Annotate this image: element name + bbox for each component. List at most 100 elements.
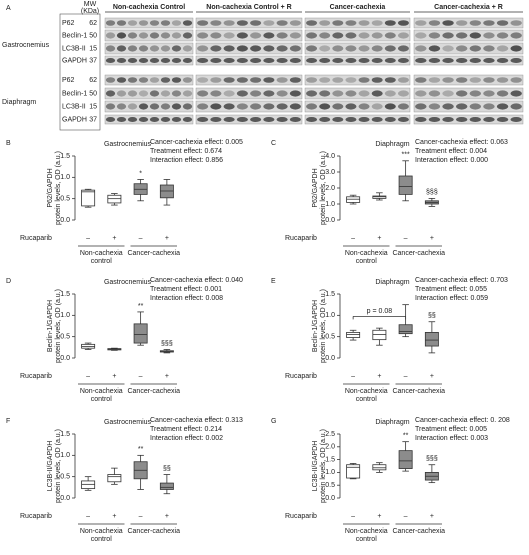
blot-band bbox=[358, 57, 370, 64]
y-axis-label: protein levels, OD (a.u.) bbox=[55, 429, 62, 503]
blot-band bbox=[455, 116, 468, 123]
panel-letter: G bbox=[271, 418, 276, 425]
blot-band bbox=[415, 32, 427, 39]
blot-band bbox=[138, 45, 149, 52]
blot-strip bbox=[104, 74, 194, 86]
blot-group: Non-cachexia Control + R bbox=[206, 4, 291, 11]
label-frame bbox=[59, 13, 101, 131]
blot-strip bbox=[104, 29, 194, 42]
blot-band bbox=[263, 77, 275, 83]
blot-band bbox=[236, 116, 248, 123]
blot-band bbox=[105, 20, 116, 26]
x-axis-label: Rucaparib bbox=[285, 513, 317, 520]
blot-band bbox=[250, 20, 262, 26]
blot-band bbox=[483, 45, 495, 52]
blot-band bbox=[483, 90, 495, 97]
blot-band bbox=[496, 20, 509, 26]
y-tick-label: 1.0 bbox=[60, 312, 70, 319]
blot-band bbox=[197, 45, 209, 52]
blot-band bbox=[127, 20, 138, 26]
mw-label: 37 bbox=[89, 57, 97, 64]
blot-band bbox=[319, 57, 331, 64]
blot-band bbox=[160, 57, 171, 64]
blot-band bbox=[510, 32, 522, 39]
blot-band bbox=[415, 116, 427, 123]
y-tick-label: 1.5 bbox=[60, 431, 70, 438]
blot-band bbox=[210, 90, 222, 97]
blot-band bbox=[496, 77, 509, 83]
blot-band bbox=[510, 90, 522, 97]
x-tick-label: + bbox=[112, 373, 116, 380]
blot-band bbox=[442, 103, 454, 110]
y-tick-label: 0.5 bbox=[60, 334, 70, 341]
blot-band bbox=[358, 103, 370, 110]
blot-strip bbox=[104, 87, 194, 100]
x-tick-label: + bbox=[430, 373, 434, 380]
group-label: control bbox=[91, 396, 112, 403]
group-label: Cancer-cachexia bbox=[127, 388, 180, 395]
blot-strip bbox=[413, 100, 524, 113]
blot-band bbox=[263, 57, 275, 64]
blot-band bbox=[455, 20, 468, 26]
blot-band bbox=[171, 90, 182, 97]
blot-band bbox=[236, 77, 248, 83]
blot-band bbox=[306, 20, 318, 26]
blot-band bbox=[263, 20, 275, 26]
blot-band bbox=[289, 90, 301, 97]
blot-band bbox=[138, 32, 149, 39]
blot-strip bbox=[304, 42, 411, 55]
blot-band bbox=[415, 90, 427, 97]
y-tick-label: 0.5 bbox=[325, 482, 335, 489]
blot-band bbox=[105, 90, 116, 97]
y-tick-label: 1.5 bbox=[325, 456, 335, 463]
x-tick-label: – bbox=[86, 513, 90, 520]
x-tick-label: – bbox=[404, 235, 408, 242]
blot-band bbox=[263, 32, 275, 39]
panel-letter: F bbox=[6, 418, 10, 425]
y-tick-label: 1.5 bbox=[325, 291, 335, 298]
blot-strip bbox=[413, 74, 524, 86]
blot-band bbox=[384, 90, 396, 97]
blot-band bbox=[116, 32, 127, 39]
y-tick-label: 1.5 bbox=[60, 153, 70, 160]
blot-band bbox=[332, 45, 344, 52]
blot-band bbox=[345, 45, 357, 52]
blot-band bbox=[428, 45, 441, 52]
blot-band bbox=[250, 103, 262, 110]
blot-band bbox=[358, 116, 370, 123]
box bbox=[107, 474, 122, 483]
significance: *** bbox=[402, 152, 410, 159]
blot-band bbox=[160, 32, 171, 39]
blot-band bbox=[397, 57, 409, 64]
y-tick-label: 1.0 bbox=[325, 312, 335, 319]
box bbox=[346, 331, 361, 338]
x-axis-label: Rucaparib bbox=[20, 373, 52, 380]
blot-band bbox=[236, 32, 248, 39]
blot-band bbox=[306, 77, 318, 83]
blot-band bbox=[397, 32, 409, 39]
group-label: Cancer-cachexia bbox=[127, 250, 180, 257]
x-axis-label: Rucaparib bbox=[285, 373, 317, 380]
blot-band bbox=[127, 57, 138, 64]
mw-header: MW bbox=[84, 1, 97, 8]
blot-band bbox=[149, 57, 160, 64]
blot-band bbox=[116, 45, 127, 52]
blot-band bbox=[105, 116, 116, 123]
blot-band bbox=[223, 45, 235, 52]
significance: * bbox=[139, 170, 142, 177]
blot-band bbox=[210, 116, 222, 123]
y-axis-label: Beclin-1/GAPDH bbox=[312, 300, 319, 352]
blot-band bbox=[105, 57, 116, 64]
blot-band bbox=[197, 57, 209, 64]
mw-label: 62 bbox=[89, 77, 97, 84]
y-tick-label: 0.0 bbox=[325, 495, 335, 502]
blot-strip bbox=[304, 74, 411, 86]
blot-band bbox=[345, 116, 357, 123]
y-tick-label: 1.0 bbox=[60, 452, 70, 459]
blot-band bbox=[510, 77, 522, 83]
blot-band bbox=[182, 57, 193, 64]
blot-strip bbox=[413, 29, 524, 42]
y-tick-label: 1.0 bbox=[60, 174, 70, 181]
blot-band bbox=[289, 116, 301, 123]
blot-band bbox=[397, 103, 409, 110]
